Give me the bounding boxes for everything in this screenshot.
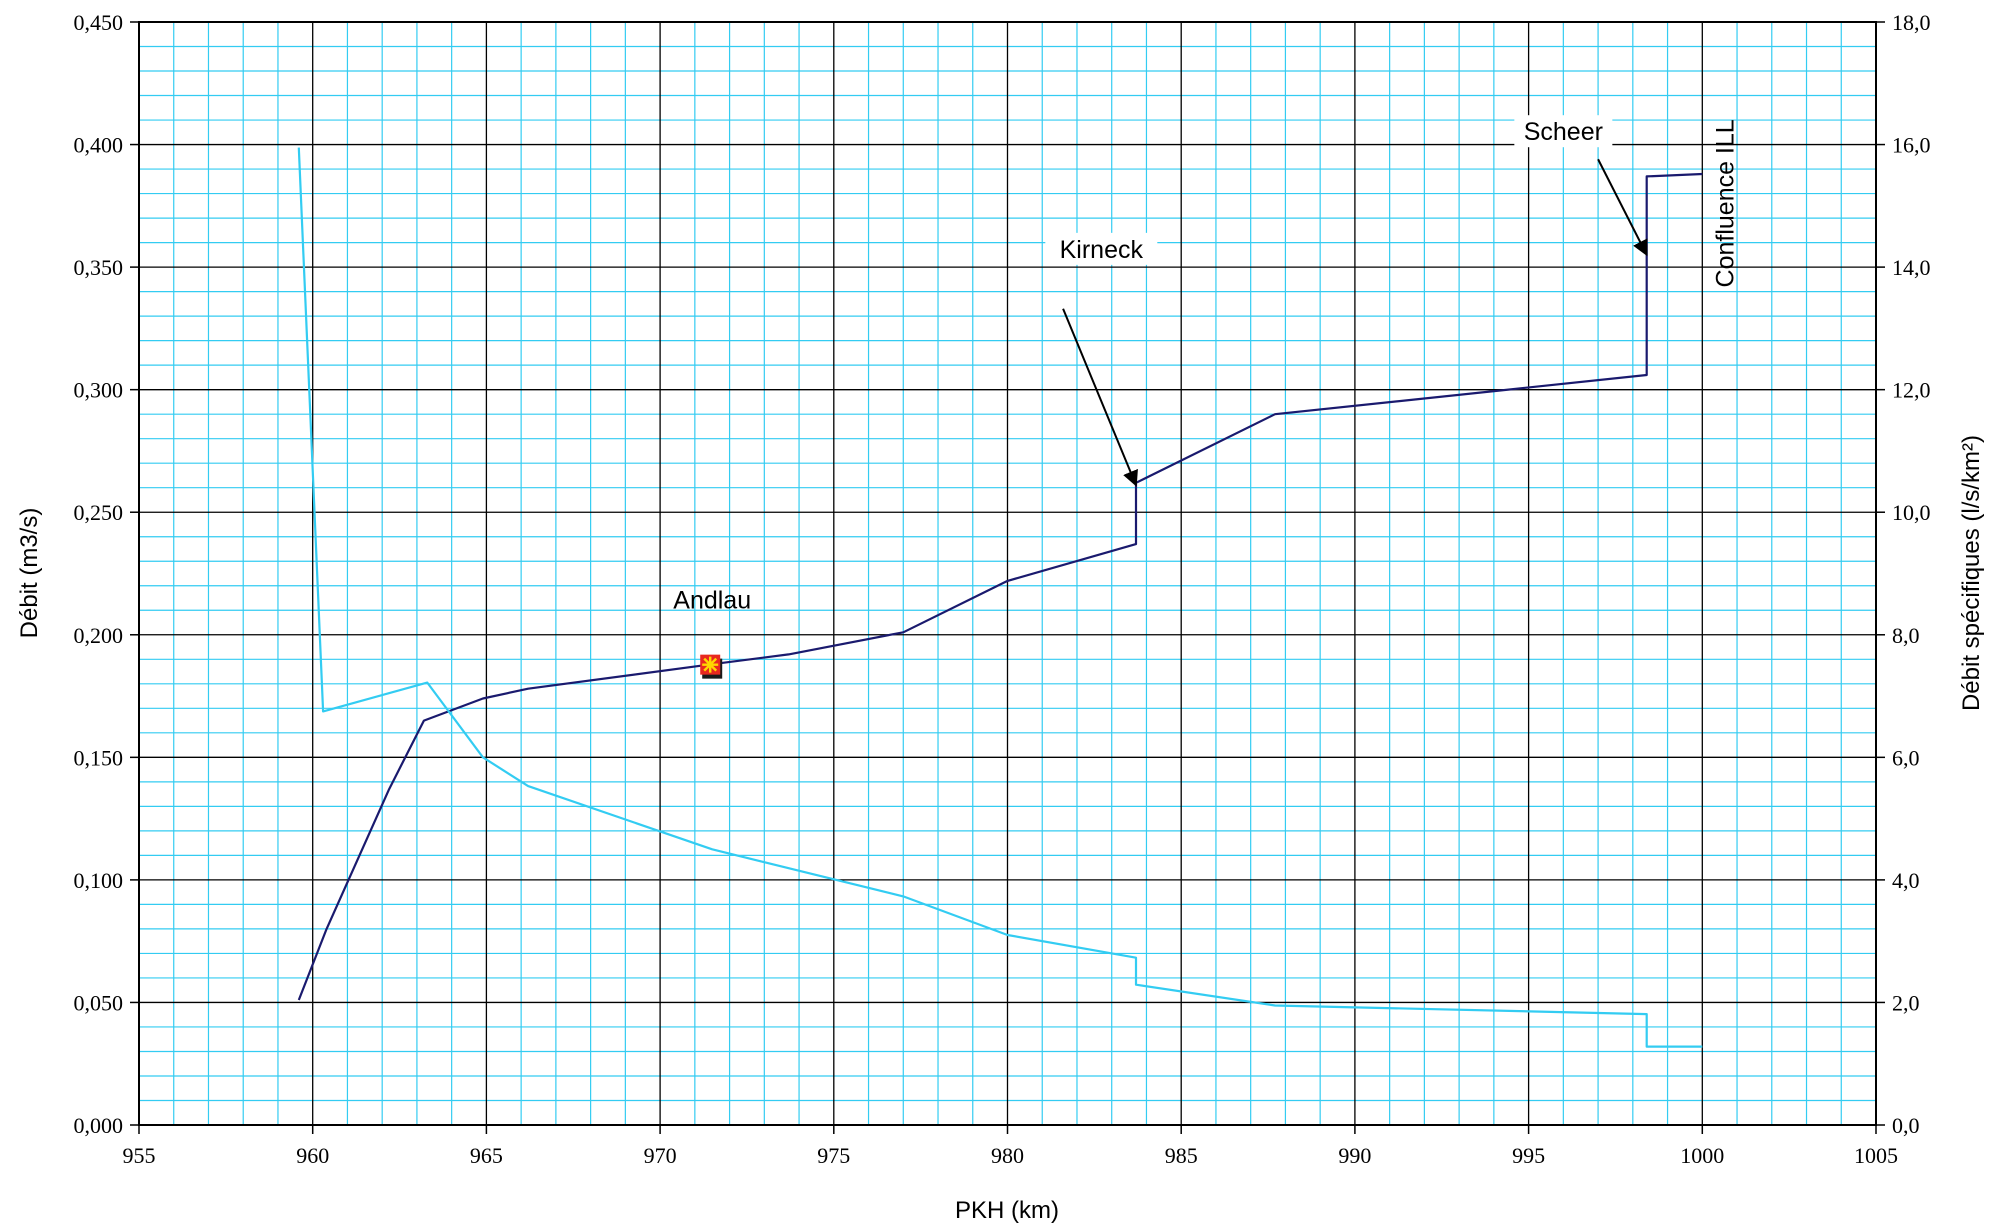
annotation-label: Scheer (1524, 118, 1603, 146)
discharge-series-line (297, 172, 1703, 1001)
x-tick-label: 1000 (1680, 1143, 1724, 1168)
x-tick-label: 990 (1338, 1143, 1371, 1168)
y-right-tick-label: 6,0 (1892, 745, 1920, 770)
y-right-tick-label: 18,0 (1892, 10, 1931, 35)
y-right-tick-label: 2,0 (1892, 990, 1920, 1015)
y-right-tick-label: 10,0 (1892, 500, 1931, 525)
tick-marks (130, 21, 1885, 1134)
x-tick-label: 985 (1165, 1143, 1198, 1168)
annotation-label-background (1045, 232, 1158, 265)
annotation-arrow (1062, 308, 1138, 487)
x-tick-label: 970 (644, 1143, 677, 1168)
y-left-tick-label: 0,450 (74, 10, 124, 35)
y-left-tick-label: 0,150 (74, 745, 124, 770)
annotation-label-background (1514, 115, 1613, 148)
y-left-tick-label: 0,400 (74, 133, 124, 158)
annotation-label: Confluence ILL (1712, 119, 1740, 287)
x-tick-labels: 955 960 965 970 975 980 985 990 995 1000 1005 (123, 1143, 1899, 1168)
y-left-tick-label: 0,000 (74, 1113, 124, 1138)
series-layer (297, 147, 1703, 1048)
y-right-axis-title: Débit spécifiques (l/s/km²) (1958, 435, 1985, 711)
y-left-tick-label: 0,100 (74, 868, 124, 893)
x-tick-label: 980 (991, 1143, 1024, 1168)
y-left-tick-label: 0,350 (74, 255, 124, 280)
x-tick-label: 965 (470, 1143, 503, 1168)
y-right-tick-label: 8,0 (1892, 623, 1920, 648)
annotation-label: Andlau (673, 586, 751, 614)
x-tick-label: 960 (296, 1143, 329, 1168)
y-left-tick-label: 0,250 (74, 500, 124, 525)
major-grid (139, 22, 1876, 1125)
y-right-tick-label: 14,0 (1892, 255, 1931, 280)
annotation-label: Kirneck (1060, 236, 1144, 264)
y-right-tick-labels: 0,0 2,0 4,0 6,0 8,0 10,0 12,0 14,0 16,0 18,0 (1892, 10, 1931, 1138)
annotation-arrow (1597, 158, 1648, 257)
x-tick-label: 1005 (1854, 1143, 1898, 1168)
y-left-tick-label: 0,300 (74, 378, 124, 403)
marker-star-stroke (703, 657, 718, 672)
x-tick-label: 995 (1512, 1143, 1545, 1168)
y-left-tick-labels: 0,000 0,050 0,100 0,150 0,200 0,250 0,300 0,350… (74, 10, 124, 1138)
marker-layer (700, 654, 723, 679)
y-left-tick-label: 0,050 (74, 990, 124, 1015)
x-tick-label: 955 (123, 1143, 156, 1168)
y-right-tick-label: 0,0 (1892, 1113, 1920, 1138)
y-left-axis-title: Débit (m3/s) (16, 508, 43, 639)
specific-flow-series-line (297, 147, 1703, 1048)
y-right-tick-label: 16,0 (1892, 133, 1931, 158)
y-left-tick-label: 0,200 (74, 623, 124, 648)
y-right-tick-label: 4,0 (1892, 868, 1920, 893)
x-axis-title: PKH (km) (955, 1197, 1059, 1224)
y-right-tick-label: 12,0 (1892, 378, 1931, 403)
annotation-layer: Andlau Kirneck Scheer Confluence ILL (673, 115, 1740, 614)
x-tick-label: 975 (817, 1143, 850, 1168)
